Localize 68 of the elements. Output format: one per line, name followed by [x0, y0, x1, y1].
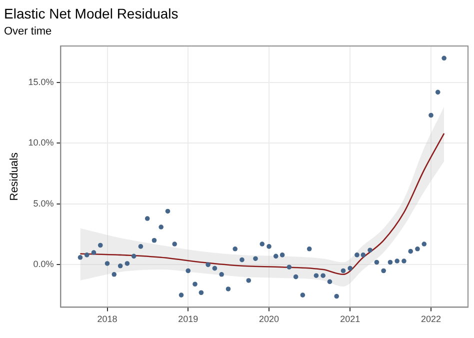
point — [354, 252, 360, 258]
point — [260, 242, 265, 246]
point — [152, 238, 157, 243]
point — [408, 248, 414, 254]
x-tick-label: 2021 — [340, 314, 360, 324]
point — [240, 257, 244, 262]
point — [232, 246, 238, 252]
x-tick-label: 2019 — [178, 314, 198, 324]
line-series — [80, 132, 445, 276]
chart-title: Elastic Net Model Residuals — [4, 5, 178, 22]
point — [212, 266, 218, 271]
point — [320, 273, 326, 278]
point — [300, 292, 306, 298]
point — [118, 263, 123, 268]
point — [286, 264, 292, 270]
point — [104, 261, 110, 266]
point — [435, 90, 440, 95]
point — [280, 252, 285, 258]
y-axis-title: Residuals — [8, 152, 21, 201]
point — [394, 258, 400, 264]
point — [273, 254, 278, 259]
point — [360, 252, 366, 258]
point — [402, 258, 406, 264]
point — [348, 266, 353, 271]
point — [293, 274, 298, 280]
chart-subtitle: Over time — [4, 25, 52, 38]
point — [165, 208, 170, 214]
y-tick-label: 0.0% — [33, 259, 54, 270]
y-tick-label: 10.0% — [28, 138, 54, 148]
y-tick-label: 5.0% — [33, 198, 54, 208]
point — [381, 268, 386, 274]
point — [219, 272, 224, 277]
point — [327, 279, 332, 284]
point — [98, 242, 103, 248]
x-tick-label: 2020 — [258, 314, 280, 324]
point — [206, 262, 210, 268]
point — [91, 250, 96, 255]
point — [266, 244, 272, 249]
point — [158, 224, 164, 230]
y-tick-label: 15.0% — [28, 76, 54, 87]
point — [334, 294, 339, 299]
point — [138, 244, 144, 249]
point — [124, 261, 130, 266]
point — [84, 252, 90, 258]
point — [422, 242, 427, 246]
point — [415, 246, 420, 252]
point — [226, 286, 231, 292]
point — [78, 254, 83, 260]
point — [314, 273, 319, 278]
point — [374, 260, 380, 265]
point — [246, 278, 252, 283]
point — [388, 260, 393, 265]
point — [198, 290, 204, 296]
point — [172, 242, 178, 246]
point — [253, 256, 258, 262]
x-tick-label: 2022 — [420, 314, 442, 324]
point — [192, 282, 198, 287]
point — [131, 254, 136, 259]
x-tick-label: 2018 — [97, 314, 118, 324]
point — [178, 292, 184, 298]
point — [340, 268, 346, 274]
point — [442, 56, 446, 61]
point — [368, 248, 372, 252]
point — [306, 246, 312, 252]
point — [144, 216, 150, 221]
point — [428, 112, 434, 118]
point — [186, 268, 191, 274]
point — [112, 272, 117, 277]
